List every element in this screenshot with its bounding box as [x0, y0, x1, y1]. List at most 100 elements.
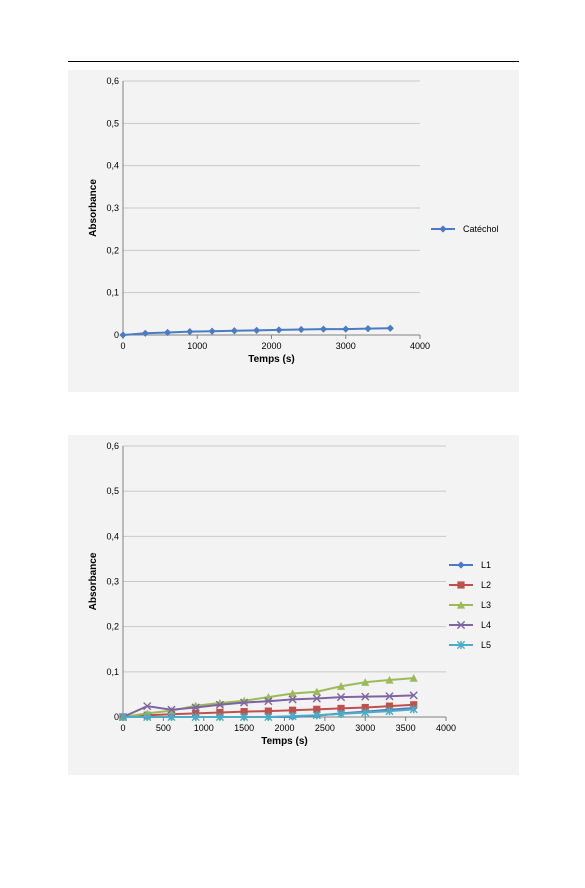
data-point-cat-chol: [342, 325, 350, 333]
x-tick-label: 3500: [396, 723, 416, 733]
data-point-cat-chol: [230, 327, 238, 335]
x-tick-label: 2000: [261, 341, 281, 351]
chart-l-series-svg: 0 0,1 0,2 0,3 0,4 0,5 0,6 0 500 1000 1500 2000 2500 3…: [88, 441, 491, 747]
data-point-cat-chol: [141, 329, 149, 337]
data-point-l4: [336, 693, 346, 702]
legend-entry-l2: L2: [449, 580, 491, 590]
x-tick-label: 1000: [194, 723, 214, 733]
legend-label: L4: [481, 620, 491, 630]
y-tick-label: 0: [114, 330, 119, 340]
y-axis-title: Absorbance: [88, 552, 99, 610]
y-tick-label: 0,6: [106, 441, 119, 451]
data-point-l4: [409, 691, 418, 700]
data-point-l3: [385, 675, 394, 684]
data-point-l2: [337, 704, 345, 713]
legend-marker: [457, 561, 465, 569]
data-point-l5: [336, 709, 346, 718]
data-point-l5: [361, 708, 370, 717]
data-point-cat-chol: [364, 325, 372, 333]
data-point-l5: [264, 712, 273, 722]
legend-marker: [456, 640, 466, 650]
legend-entry-cat-chol: Catéchol: [431, 224, 499, 234]
data-point-l5: [385, 707, 394, 716]
data-point-cat-chol: [297, 325, 305, 334]
data-point-l3: [361, 678, 370, 686]
y-tick-label: 0,4: [106, 531, 119, 541]
data-point-l4: [191, 703, 200, 712]
data-point-l5: [312, 711, 321, 720]
y-tick-label: 0,3: [106, 203, 119, 213]
data-point-l5: [409, 705, 418, 714]
data-point-l4: [215, 700, 224, 709]
legend-entry-l3: L3: [449, 600, 491, 610]
data-point-cat-chol: [163, 328, 172, 337]
data-point-l4: [312, 694, 321, 703]
data-point-l5: [118, 712, 128, 722]
legend-marker: [456, 620, 466, 630]
y-tick-label: 0,1: [106, 667, 119, 677]
x-tick-label: 1000: [187, 341, 207, 351]
data-point-cat-chol: [208, 327, 216, 335]
legend-label: L3: [481, 600, 491, 610]
data-point-l3: [288, 689, 297, 698]
data-point-l2: [288, 706, 297, 714]
y-tick-label: 0,1: [106, 288, 119, 298]
chart-panel-catechol: 0 0,1 0,2 0,3 0,4 0,5 0,6 0 1000 2000 3000 4000 Temp…: [68, 70, 519, 392]
page-top-rule: [68, 61, 519, 62]
legend-label: L2: [481, 580, 491, 590]
data-point-cat-chol: [319, 325, 328, 333]
y-tick-label: 0: [114, 712, 119, 722]
x-tick-label: 500: [156, 723, 171, 733]
x-axis-title: Temps (s): [261, 736, 308, 747]
legend-marker: [439, 225, 447, 233]
series-cat-chol: [119, 324, 394, 339]
legend-marker: [456, 600, 466, 609]
chart-panel-l-series: 0 0,1 0,2 0,3 0,4 0,5 0,6 0 500 1000 1500 2000 2500 3…: [68, 435, 519, 775]
y-tick-label: 0,5: [106, 486, 119, 496]
data-point-l3: [409, 674, 418, 682]
y-tick-label: 0,2: [106, 622, 119, 632]
data-point-l2: [240, 707, 248, 716]
x-tick-label: 3000: [336, 341, 356, 351]
y-tick-label: 0,2: [106, 245, 119, 255]
x-tick-label: 1500: [234, 723, 254, 733]
data-point-l5: [240, 712, 249, 722]
data-point-l2: [361, 703, 369, 712]
data-point-l5: [215, 712, 224, 722]
data-point-l2: [216, 708, 224, 717]
data-point-l5: [288, 711, 297, 721]
data-point-cat-chol: [253, 326, 261, 334]
legend-label: Catéchol: [463, 224, 499, 234]
series-l5: [118, 705, 418, 722]
data-point-cat-chol: [119, 331, 127, 339]
data-point-l5: [167, 712, 176, 722]
y-axis-title: Absorbance: [88, 179, 99, 237]
x-tick-label: 2000: [274, 723, 294, 733]
x-tick-label: 0: [120, 723, 125, 733]
data-point-l4: [361, 692, 370, 701]
data-point-l4: [240, 698, 249, 707]
series-l4: [118, 691, 418, 722]
data-point-l4: [385, 692, 394, 701]
data-point-l4: [143, 702, 152, 711]
x-tick-label: 0: [120, 341, 125, 351]
x-tick-label: 4000: [410, 341, 430, 351]
legend-entry-l5: L5: [449, 640, 491, 650]
y-tick-label: 0,3: [106, 577, 119, 587]
data-point-l2: [264, 707, 272, 715]
legend-entry-l4: L4: [449, 620, 491, 630]
chart-catechol-svg: 0 0,1 0,2 0,3 0,4 0,5 0,6 0 1000 2000 3000 4000 Temp…: [88, 76, 499, 365]
data-point-cat-chol: [186, 328, 194, 336]
x-tick-label: 4000: [436, 723, 456, 733]
data-point-l3: [336, 682, 346, 690]
data-point-l4: [167, 705, 176, 714]
data-point-l5: [191, 712, 200, 722]
data-point-l2: [410, 701, 418, 709]
data-point-l2: [313, 705, 321, 713]
data-point-l2: [385, 702, 394, 710]
legend-entry-l1: L1: [449, 560, 491, 570]
x-axis-title: Temps (s): [248, 354, 295, 365]
data-point-cat-chol: [275, 326, 283, 334]
data-point-l4: [288, 695, 297, 704]
data-point-l3: [312, 687, 321, 696]
